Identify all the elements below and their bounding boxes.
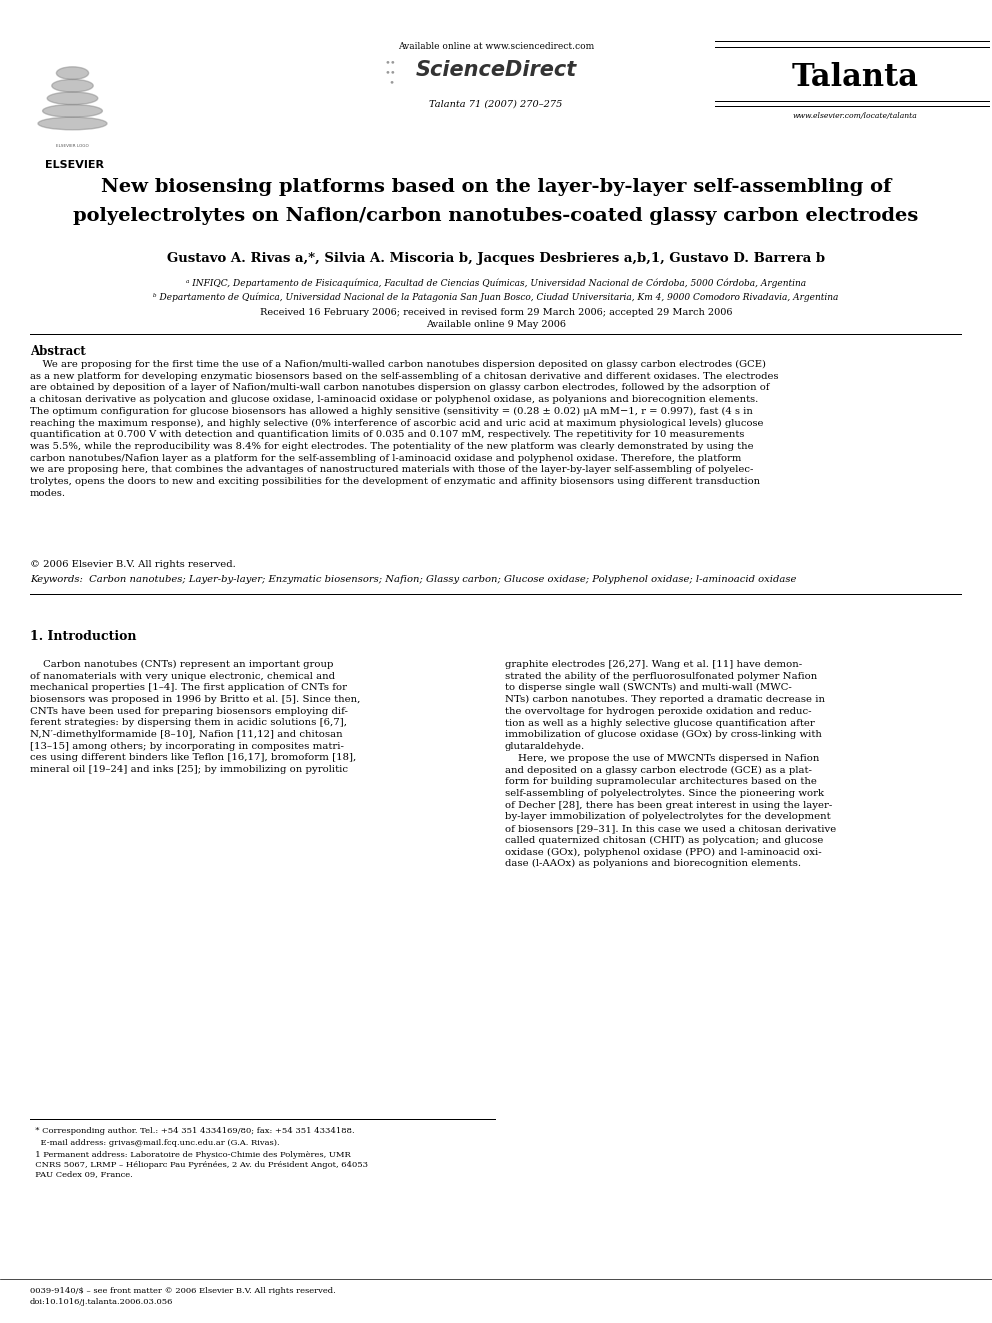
Ellipse shape — [52, 79, 93, 93]
Text: 1 Permanent address: Laboratoire de Physico-Chimie des Polymères, UMR
  CNRS 506: 1 Permanent address: Laboratoire de Phys… — [30, 1151, 368, 1179]
Text: Gustavo A. Rivas a,*, Silvia A. Miscoria b, Jacques Desbrieres a,b,1, Gustavo D.: Gustavo A. Rivas a,*, Silvia A. Miscoria… — [167, 251, 825, 265]
Text: 0039-9140/$ – see front matter © 2006 Elsevier B.V. All rights reserved.: 0039-9140/$ – see front matter © 2006 El… — [30, 1287, 335, 1295]
Text: Keywords:  Carbon nanotubes; Layer-by-layer; Enzymatic biosensors; Nafion; Glass: Keywords: Carbon nanotubes; Layer-by-lay… — [30, 576, 797, 583]
Text: ELSEVIER: ELSEVIER — [46, 160, 104, 169]
Text: E-mail address: grivas@mail.fcq.unc.edu.ar (G.A. Rivas).: E-mail address: grivas@mail.fcq.unc.edu.… — [30, 1139, 280, 1147]
Text: ScienceDirect: ScienceDirect — [416, 60, 576, 79]
Text: © 2006 Elsevier B.V. All rights reserved.: © 2006 Elsevier B.V. All rights reserved… — [30, 560, 236, 569]
Text: Available online at www.sciencedirect.com: Available online at www.sciencedirect.co… — [398, 42, 594, 52]
Text: Received 16 February 2006; received in revised form 29 March 2006; accepted 29 M: Received 16 February 2006; received in r… — [260, 308, 732, 318]
Ellipse shape — [48, 93, 98, 105]
Text: Talanta 71 (2007) 270–275: Talanta 71 (2007) 270–275 — [430, 101, 562, 108]
Text: * Corresponding author. Tel.: +54 351 4334169/80; fax: +54 351 4334188.: * Corresponding author. Tel.: +54 351 43… — [30, 1127, 354, 1135]
Text: Abstract: Abstract — [30, 345, 85, 359]
Text: ᵇ Departamento de Química, Universidad Nacional de la Patagonia San Juan Bosco, : ᵇ Departamento de Química, Universidad N… — [154, 292, 838, 302]
Text: ᵃ INFIQC, Departamento de Fisicaquímica, Facultad de Ciencias Químicas, Universi: ᵃ INFIQC, Departamento de Fisicaquímica,… — [186, 278, 806, 287]
Text: ELSEVIER LOGO: ELSEVIER LOGO — [57, 144, 89, 148]
Text: We are proposing for the first time the use of a Nafion/multi-walled carbon nano: We are proposing for the first time the … — [30, 360, 779, 497]
Text: www.elsevier.com/locate/talanta: www.elsevier.com/locate/talanta — [793, 112, 918, 120]
Text: Carbon nanotubes (CNTs) represent an important group
of nanomaterials with very : Carbon nanotubes (CNTs) represent an imp… — [30, 660, 360, 774]
Text: graphite electrodes [26,27]. Wang et al. [11] have demon-
strated the ability of: graphite electrodes [26,27]. Wang et al.… — [505, 660, 836, 868]
Text: doi:10.1016/j.talanta.2006.03.056: doi:10.1016/j.talanta.2006.03.056 — [30, 1298, 174, 1306]
Text: Available online 9 May 2006: Available online 9 May 2006 — [426, 320, 566, 329]
Text: ••
••
 •: •• •• • — [384, 58, 396, 87]
Ellipse shape — [38, 118, 107, 130]
Text: polyelectrolytes on Nafion/carbon nanotubes-coated glassy carbon electrodes: polyelectrolytes on Nafion/carbon nanotu… — [73, 206, 919, 225]
Text: New biosensing platforms based on the layer-by-layer self-assembling of: New biosensing platforms based on the la… — [101, 179, 891, 196]
Ellipse shape — [43, 105, 102, 118]
Text: 1. Introduction: 1. Introduction — [30, 630, 137, 643]
Text: Talanta: Talanta — [792, 62, 919, 93]
Ellipse shape — [57, 66, 88, 79]
